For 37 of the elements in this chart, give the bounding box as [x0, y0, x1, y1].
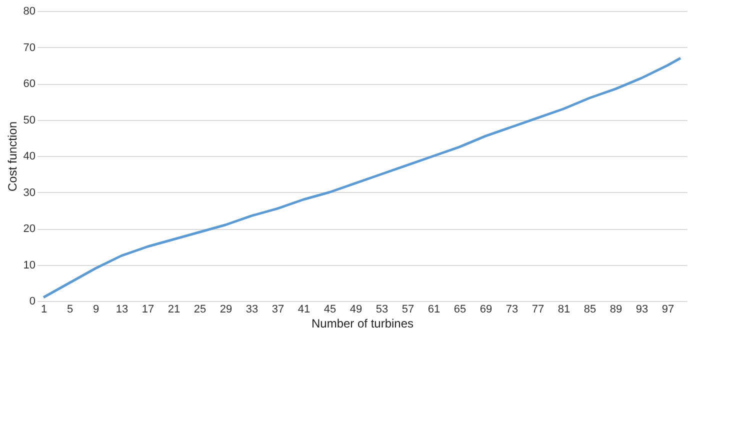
x-tick-label: 81: [558, 304, 570, 316]
x-tick-label: 13: [116, 304, 128, 316]
x-tick-label: 45: [324, 304, 336, 316]
x-tick-label: 49: [350, 304, 362, 316]
y-tick-label: 30: [23, 186, 36, 199]
y-tick-label: 10: [23, 259, 36, 272]
x-tick-label: 85: [584, 304, 596, 316]
x-tick-label: 41: [298, 304, 310, 316]
y-axis-title: Cost function: [5, 121, 20, 192]
x-tick-label: 57: [402, 304, 414, 316]
x-tick-label: 5: [66, 304, 74, 316]
x-tick-label: 65: [454, 304, 466, 316]
x-tick-label: 21: [168, 304, 180, 316]
y-tick-label: 80: [23, 6, 36, 18]
x-tick-label: 1: [40, 304, 48, 316]
x-axis-title: Number of turbines: [311, 316, 414, 330]
x-tick-label: 97: [662, 304, 674, 316]
x-tick-label: 77: [532, 304, 544, 316]
y-tick-label: 50: [23, 114, 36, 126]
x-tick-label: 93: [636, 304, 648, 316]
x-tick-label: 73: [506, 304, 518, 316]
y-tick-label: 20: [23, 223, 36, 235]
y-tick-label: 70: [23, 42, 36, 54]
x-tick-label: 61: [428, 304, 440, 316]
y-tick-label: 40: [23, 150, 36, 162]
x-tick-label: 29: [220, 304, 232, 316]
x-tick-label: 17: [142, 304, 154, 316]
x-tick-label: 89: [610, 304, 622, 316]
x-tick-label: 9: [92, 304, 100, 316]
y-tick-label: 0: [29, 296, 36, 308]
line-series: [42, 56, 682, 299]
x-tick-label: 33: [246, 304, 258, 316]
x-tick-label: 69: [480, 304, 492, 316]
y-tick-label: 60: [23, 78, 36, 90]
x-tick-label: 37: [272, 304, 284, 316]
x-tick-label: 53: [376, 304, 388, 316]
x-tick-label: 25: [194, 304, 206, 316]
